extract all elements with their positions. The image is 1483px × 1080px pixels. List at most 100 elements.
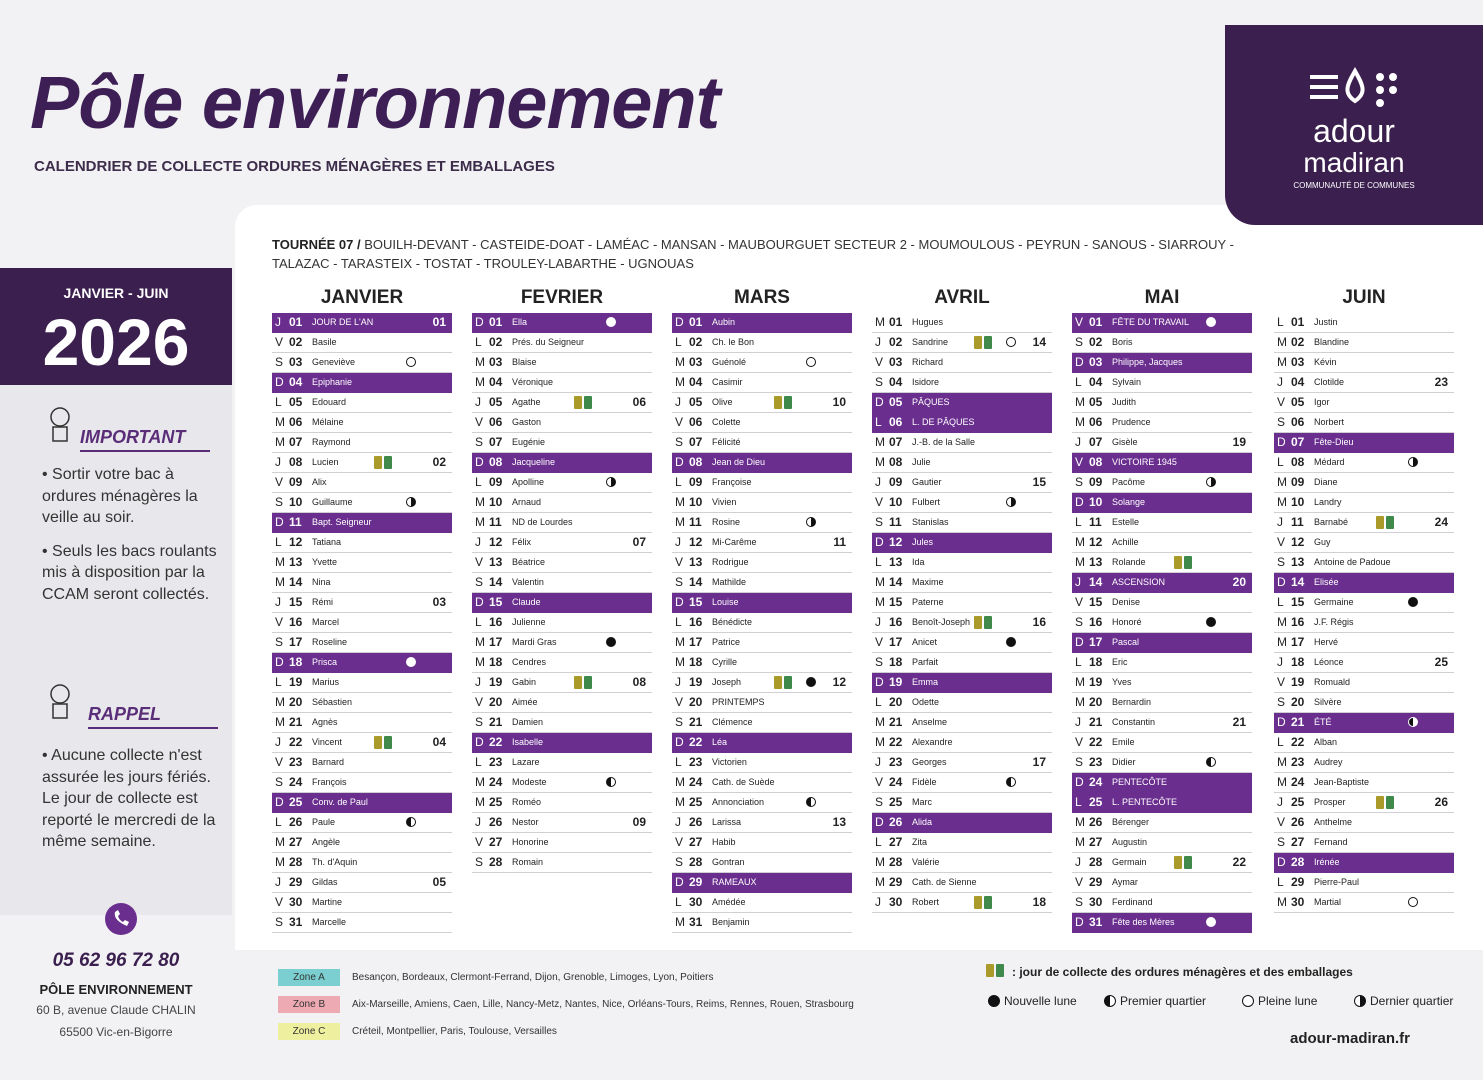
moon-icon (988, 995, 1000, 1007)
weekday: D (675, 875, 684, 889)
week-number: 20 (1232, 575, 1246, 589)
weekday: V (1277, 675, 1286, 689)
phone: 05 62 96 72 80 (52, 950, 180, 971)
day-number: 08 (889, 455, 903, 469)
day-number: 18 (1291, 655, 1305, 669)
day-number: 13 (689, 555, 703, 569)
day-row: D 28 Irénée (1274, 853, 1454, 873)
day-row: M 16 J.F. Régis (1274, 613, 1454, 633)
weekday: S (875, 795, 884, 809)
saint: Eric (1112, 657, 1128, 667)
weekday: D (275, 795, 284, 809)
weekday: D (875, 815, 884, 829)
weekday: V (275, 475, 284, 489)
saint: Maxime (912, 577, 944, 587)
day-row: L 06 L. DE PÂQUES (872, 413, 1052, 433)
bin-icon (1174, 556, 1194, 569)
day-number: 08 (289, 455, 303, 469)
day-row: V 17 Anicet (872, 633, 1052, 653)
bin-part (584, 396, 592, 409)
month-title: JANVIER (320, 287, 404, 308)
saint: Gontran (712, 857, 745, 867)
weekday: M (875, 715, 885, 729)
saint: Apolline (512, 477, 545, 487)
moon-icon (1104, 995, 1116, 1007)
saint: Romain (512, 857, 544, 867)
moon-icon (1006, 497, 1016, 507)
weekday: D (275, 375, 284, 389)
saint: Romuald (1314, 677, 1351, 687)
day-number: 19 (1089, 675, 1103, 689)
weekday: M (1075, 555, 1085, 569)
saint: Kévin (1314, 357, 1337, 367)
day-number: 13 (1291, 555, 1305, 569)
weekday: S (275, 495, 284, 509)
week-number: 25 (1434, 655, 1448, 669)
month-title: MAI (1144, 287, 1180, 308)
day-row: L 25 L. PENTECÔTE (1072, 793, 1252, 813)
weekday: M (275, 415, 285, 429)
day-number: 13 (289, 555, 303, 569)
mascot-icon (50, 684, 70, 719)
day-number: 16 (489, 615, 503, 629)
saint: Fête des Mères (1112, 917, 1175, 927)
saint: Edouard (312, 397, 347, 407)
weekday: S (875, 655, 884, 669)
day-number: 01 (889, 315, 903, 329)
day-row: S 21 Clémence (672, 713, 852, 733)
day-row: S 07 Félicité (672, 433, 852, 453)
day-row: L 08 Médard (1274, 453, 1454, 473)
bin-icon (974, 616, 994, 629)
saint: Hugues (912, 317, 944, 327)
weekday: M (475, 635, 485, 649)
weekday: J (875, 755, 881, 769)
saint: Aymar (1112, 877, 1138, 887)
saint: Françoise (712, 477, 752, 487)
title: Pôle environnement (30, 61, 720, 144)
saint: Léa (712, 737, 728, 747)
month-title: AVRIL (934, 287, 990, 308)
saint: Louise (712, 597, 739, 607)
day-number: 07 (1291, 435, 1305, 449)
day-row: S 27 Fernand (1274, 833, 1454, 853)
day-row: M 10 Landry (1274, 493, 1454, 513)
week-number: 15 (1032, 475, 1046, 489)
day-row: S 11 Stanislas (872, 513, 1052, 533)
day-number: 31 (1089, 915, 1103, 929)
day-number: 12 (489, 535, 503, 549)
weekday: L (275, 675, 282, 689)
weekday: S (1075, 895, 1084, 909)
saint: Norbert (1314, 417, 1345, 427)
day-row: V 05 Igor (1274, 393, 1454, 413)
saint: Raymond (312, 437, 351, 447)
important: IMPORTANT • Sortir votre bac à ordures m… (42, 405, 217, 617)
bin-icon (374, 736, 394, 749)
day-row: M 18 Cendres (472, 653, 652, 673)
day-number: 07 (289, 435, 303, 449)
weekday: M (275, 575, 285, 589)
saint: Gisèle (1112, 437, 1138, 447)
day-row: V 20 PRINTEMPS (672, 693, 852, 713)
saint: Félicité (712, 437, 741, 447)
rappel-items: • Aucune collecte n'est assurée les jour… (42, 745, 218, 853)
saint: Ferdinand (1112, 897, 1153, 907)
day-number: 11 (289, 515, 302, 529)
saint: Philippe, Jacques (1112, 357, 1183, 367)
day-number: 17 (489, 635, 503, 649)
day-number: 29 (289, 875, 303, 889)
day-number: 24 (1291, 775, 1305, 789)
weekday: D (475, 735, 484, 749)
day-row: M 07 J.-B. de la Salle (872, 433, 1052, 453)
saint: Isabelle (512, 737, 544, 747)
day-number: 01 (289, 315, 303, 329)
month-title: FEVRIER (520, 287, 604, 308)
day-row: S 30 Ferdinand (1072, 893, 1252, 913)
bin-part (984, 336, 992, 349)
weekday: L (1277, 315, 1284, 329)
day-number: 04 (689, 375, 703, 389)
day-row: L 01 Justin (1274, 313, 1454, 333)
moon-icon (606, 637, 616, 647)
weekday: D (1075, 635, 1084, 649)
day-number: 18 (1089, 655, 1103, 669)
day-row: V 10 Fulbert (872, 493, 1052, 513)
